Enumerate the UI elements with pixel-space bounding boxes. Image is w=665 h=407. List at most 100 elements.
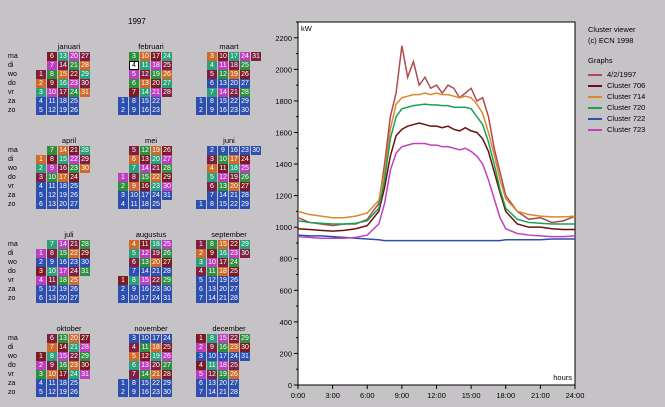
- calendar-day[interactable]: 19: [58, 388, 68, 397]
- calendar-day[interactable]: 11: [140, 240, 150, 249]
- calendar-day[interactable]: 11: [129, 200, 139, 209]
- calendar-day[interactable]: 8: [129, 276, 139, 285]
- calendar-day[interactable]: 6: [129, 79, 139, 88]
- calendar-day[interactable]: 13: [207, 379, 217, 388]
- calendar-day[interactable]: 24: [229, 258, 239, 267]
- calendar-day[interactable]: 18: [58, 276, 68, 285]
- calendar-day[interactable]: 8: [207, 200, 217, 209]
- calendar-day[interactable]: 25: [69, 379, 79, 388]
- calendar-day[interactable]: 31: [80, 370, 90, 379]
- calendar-day[interactable]: 23: [229, 343, 239, 352]
- calendar-day[interactable]: 27: [229, 379, 239, 388]
- calendar-day[interactable]: 3: [196, 258, 206, 267]
- calendar-day[interactable]: 24: [240, 52, 250, 61]
- calendar-day[interactable]: 4: [207, 164, 217, 173]
- calendar-day[interactable]: 12: [218, 173, 228, 182]
- calendar-day[interactable]: 22: [151, 276, 161, 285]
- calendar-day[interactable]: 16: [229, 146, 239, 155]
- calendar-day[interactable]: 25: [240, 61, 250, 70]
- calendar-day[interactable]: 25: [229, 361, 239, 370]
- calendar-day[interactable]: 13: [58, 52, 68, 61]
- calendar-day[interactable]: 23: [229, 249, 239, 258]
- calendar-day[interactable]: 21: [151, 88, 161, 97]
- calendar-day[interactable]: 2: [118, 388, 128, 397]
- calendar-day[interactable]: 5: [207, 173, 217, 182]
- calendar-day[interactable]: 29: [80, 249, 90, 258]
- calendar-day[interactable]: 16: [140, 106, 150, 115]
- calendar-day[interactable]: 9: [129, 182, 139, 191]
- calendar-day[interactable]: 26: [69, 191, 79, 200]
- calendar-day[interactable]: 1: [196, 334, 206, 343]
- calendar-day[interactable]: 5: [129, 352, 139, 361]
- calendar-day[interactable]: 20: [69, 52, 79, 61]
- calendar-day[interactable]: 1: [118, 97, 128, 106]
- calendar-day[interactable]: 22: [69, 352, 79, 361]
- calendar-day[interactable]: 22: [69, 70, 79, 79]
- calendar-day[interactable]: 31: [251, 52, 261, 61]
- calendar-day[interactable]: 14: [140, 370, 150, 379]
- calendar-day[interactable]: 20: [218, 285, 228, 294]
- calendar-day[interactable]: 8: [207, 97, 217, 106]
- calendar-day[interactable]: 10: [129, 294, 139, 303]
- legend-item[interactable]: Cluster 722: [588, 114, 645, 123]
- calendar-day[interactable]: 28: [80, 343, 90, 352]
- calendar-day[interactable]: 21: [218, 388, 228, 397]
- calendar-day[interactable]: 30: [240, 249, 250, 258]
- calendar-day[interactable]: 30: [80, 79, 90, 88]
- calendar-day[interactable]: 4: [36, 379, 46, 388]
- calendar-day[interactable]: 18: [151, 343, 161, 352]
- calendar-day[interactable]: 28: [80, 61, 90, 70]
- calendar-day[interactable]: 1: [36, 70, 46, 79]
- calendar-day[interactable]: 28: [162, 370, 172, 379]
- calendar-day[interactable]: 1: [36, 249, 46, 258]
- calendar-day[interactable]: 22: [151, 173, 161, 182]
- calendar-day[interactable]: 14: [207, 294, 217, 303]
- calendar-day[interactable]: 7: [129, 267, 139, 276]
- calendar-day[interactable]: 14: [140, 164, 150, 173]
- calendar-day[interactable]: 4: [129, 343, 139, 352]
- calendar-day[interactable]: 24: [240, 155, 250, 164]
- calendar-day[interactable]: 1: [36, 352, 46, 361]
- calendar-day[interactable]: 29: [240, 97, 250, 106]
- calendar-day[interactable]: 22: [151, 379, 161, 388]
- calendar-day[interactable]: 28: [229, 294, 239, 303]
- calendar-day[interactable]: 2: [36, 258, 46, 267]
- calendar-day[interactable]: 9: [129, 106, 139, 115]
- calendar-day[interactable]: 15: [218, 240, 228, 249]
- calendar-day[interactable]: 16: [218, 343, 228, 352]
- calendar-day[interactable]: 13: [47, 200, 57, 209]
- calendar-day[interactable]: 15: [58, 155, 68, 164]
- calendar-day[interactable]: 14: [207, 388, 217, 397]
- calendar-day[interactable]: 29: [240, 200, 250, 209]
- calendar-day[interactable]: 2: [118, 106, 128, 115]
- calendar-day[interactable]: 4: [36, 182, 46, 191]
- calendar-day[interactable]: 2: [196, 343, 206, 352]
- legend-item[interactable]: 4/2/1997: [588, 70, 636, 79]
- calendar-day[interactable]: 27: [240, 79, 250, 88]
- calendar-day[interactable]: 12: [140, 146, 150, 155]
- calendar-day[interactable]: 20: [229, 79, 239, 88]
- calendar-day[interactable]: 22: [151, 97, 161, 106]
- calendar-day[interactable]: 2: [118, 285, 128, 294]
- calendar-day[interactable]: 6: [207, 79, 217, 88]
- calendar-day[interactable]: 9: [47, 258, 57, 267]
- calendar-day[interactable]: 6: [47, 334, 57, 343]
- calendar-day[interactable]: 17: [58, 88, 68, 97]
- calendar-day[interactable]: 19: [218, 370, 228, 379]
- calendar-day[interactable]: 26: [162, 352, 172, 361]
- calendar-day[interactable]: 8: [129, 97, 139, 106]
- calendar-day[interactable]: 1: [118, 379, 128, 388]
- calendar-day[interactable]: 28: [162, 267, 172, 276]
- calendar-day[interactable]: 26: [162, 249, 172, 258]
- calendar-day[interactable]: 30: [80, 164, 90, 173]
- calendar-day[interactable]: 23: [229, 106, 239, 115]
- calendar-day[interactable]: 5: [36, 285, 46, 294]
- calendar-day[interactable]: 10: [47, 370, 57, 379]
- calendar-day[interactable]: 26: [162, 146, 172, 155]
- legend-item[interactable]: Cluster 720: [588, 103, 645, 112]
- calendar-day[interactable]: 24: [229, 352, 239, 361]
- calendar-day[interactable]: 7: [47, 343, 57, 352]
- calendar-day[interactable]: 19: [151, 249, 161, 258]
- calendar-day[interactable]: 18: [58, 97, 68, 106]
- calendar-day[interactable]: 23: [151, 285, 161, 294]
